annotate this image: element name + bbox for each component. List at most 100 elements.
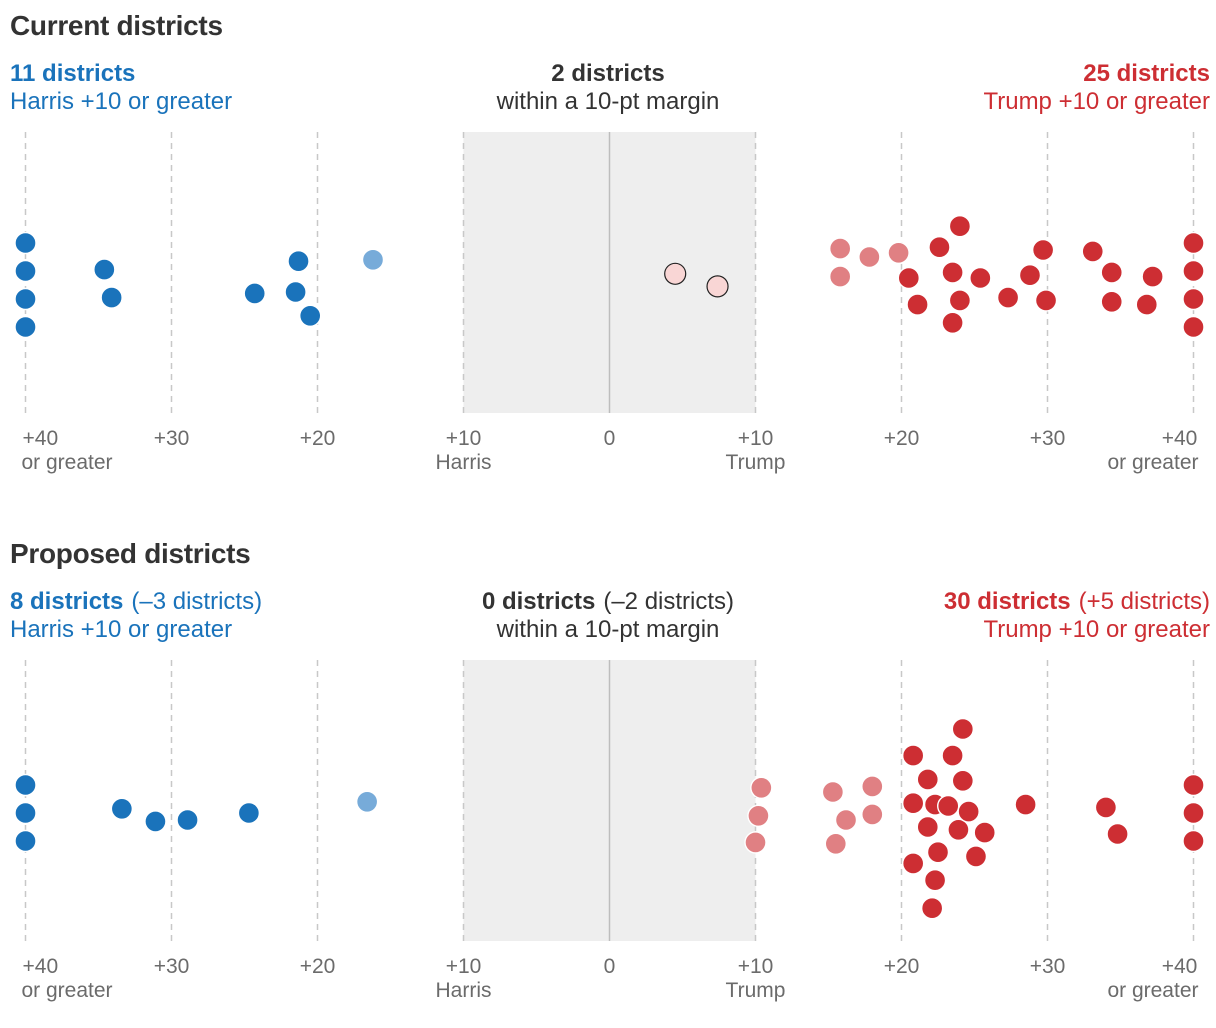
district-dot — [1094, 796, 1118, 819]
district-dot — [901, 852, 925, 875]
district-dot — [947, 818, 970, 842]
district-dot — [744, 831, 767, 854]
district-dot — [920, 896, 944, 920]
trump-summary: 25 districts Trump +10 or greater — [983, 60, 1210, 116]
district-dot — [1014, 793, 1037, 816]
district-dot — [1031, 238, 1055, 262]
district-dot — [858, 245, 881, 269]
x-tick-sublabel: Harris — [436, 979, 492, 1002]
district-dot — [1182, 773, 1205, 797]
district-dot — [243, 282, 266, 305]
x-tick-label: +10 — [446, 427, 482, 450]
district-dot — [14, 259, 37, 283]
district-dot — [951, 717, 975, 741]
trump-count: 25 districts — [1083, 60, 1210, 87]
x-tick-label: +40 — [1162, 427, 1198, 450]
chart-title: Proposed districts — [10, 538, 251, 569]
district-dot — [750, 776, 773, 800]
district-dot — [937, 794, 960, 818]
harris-change: (–3 districts) — [131, 588, 263, 615]
district-dot — [948, 289, 972, 312]
x-tick-label: +10 — [446, 955, 482, 978]
district-dot — [299, 304, 322, 328]
harris-desc: Harris +10 or greater — [10, 88, 233, 115]
district-dot — [897, 266, 920, 290]
district-dot — [1135, 293, 1158, 316]
x-tick-label: +30 — [154, 955, 190, 978]
x-tick-label: +10 — [738, 955, 774, 978]
district-dot — [706, 275, 729, 298]
x-tick-label: +20 — [884, 955, 920, 978]
harris-desc: Harris +10 or greater — [10, 616, 233, 643]
district-dot — [957, 800, 980, 823]
district-dot — [901, 744, 925, 767]
district-dot — [1106, 822, 1129, 846]
district-dot — [901, 791, 925, 815]
district-dot — [110, 797, 134, 821]
x-tick-label: +40 — [23, 955, 59, 978]
x-tick-label: 0 — [604, 955, 616, 978]
x-tick-label: 0 — [604, 427, 616, 450]
district-dot — [176, 808, 199, 832]
x-tick-label: +20 — [884, 427, 920, 450]
district-dot — [14, 315, 37, 339]
x-tick-label: +10 — [738, 427, 774, 450]
tossup-count: 0 districts — [481, 588, 596, 615]
district-dot — [1182, 259, 1205, 283]
district-dot — [969, 266, 992, 290]
trump-desc: Trump +10 or greater — [983, 88, 1210, 115]
district-dot — [14, 231, 37, 255]
tossup-summary: 2 districts within a 10-pt margin — [408, 60, 808, 116]
district-dot — [1034, 289, 1058, 312]
district-dot — [941, 311, 964, 335]
district-dot — [928, 235, 951, 259]
district-dot — [1182, 287, 1205, 311]
district-dot — [906, 293, 929, 316]
x-tick-sublabel: or greater — [1107, 979, 1198, 1002]
district-dot — [93, 258, 116, 281]
district-dot — [923, 868, 947, 892]
district-dot — [834, 808, 858, 832]
district-dot — [861, 803, 884, 826]
district-dot — [821, 780, 845, 804]
district-dot — [964, 845, 988, 868]
x-tick-sublabel: Trump — [726, 979, 786, 1002]
district-dot — [828, 237, 852, 260]
harris-count: 8 districts — [10, 588, 124, 615]
district-dot — [287, 249, 310, 273]
district-dot — [1100, 261, 1123, 284]
district-dot — [1018, 263, 1042, 287]
district-dot — [664, 262, 687, 285]
district-dot — [948, 214, 972, 238]
district-dot — [951, 769, 975, 793]
x-tick-sublabel: Trump — [726, 451, 786, 474]
x-tick-sublabel: or greater — [22, 451, 113, 474]
district-dot — [747, 804, 770, 828]
harris-summary: 8 districts (–3 districts) Harris +10 or … — [10, 588, 262, 644]
district-dot — [14, 287, 37, 311]
x-tick-label: +20 — [300, 955, 336, 978]
district-dot — [1182, 231, 1205, 255]
district-dot — [14, 829, 37, 853]
district-dot — [1182, 829, 1205, 853]
chart-current-districts: Current districts 11 districts Harris +1… — [0, 0, 1216, 500]
district-dot — [824, 832, 847, 856]
district-dot — [926, 840, 950, 864]
tossup-change: (–2 districts) — [603, 588, 735, 615]
district-dot — [941, 261, 964, 284]
district-dot — [916, 815, 939, 839]
district-dot — [861, 775, 884, 798]
x-tick-sublabel: Harris — [436, 451, 492, 474]
x-tick-sublabel: or greater — [22, 979, 113, 1002]
district-dot — [996, 286, 1020, 309]
x-tick-label: +40 — [23, 427, 59, 450]
district-dot — [355, 790, 379, 814]
x-tick-sublabel: or greater — [1107, 451, 1198, 474]
tossup-desc: within a 10-pt margin — [496, 88, 720, 115]
district-dot — [144, 810, 167, 833]
x-tick-label: +30 — [1030, 427, 1066, 450]
district-dot — [1182, 315, 1205, 339]
district-dot — [941, 744, 964, 767]
district-dot — [361, 248, 385, 272]
